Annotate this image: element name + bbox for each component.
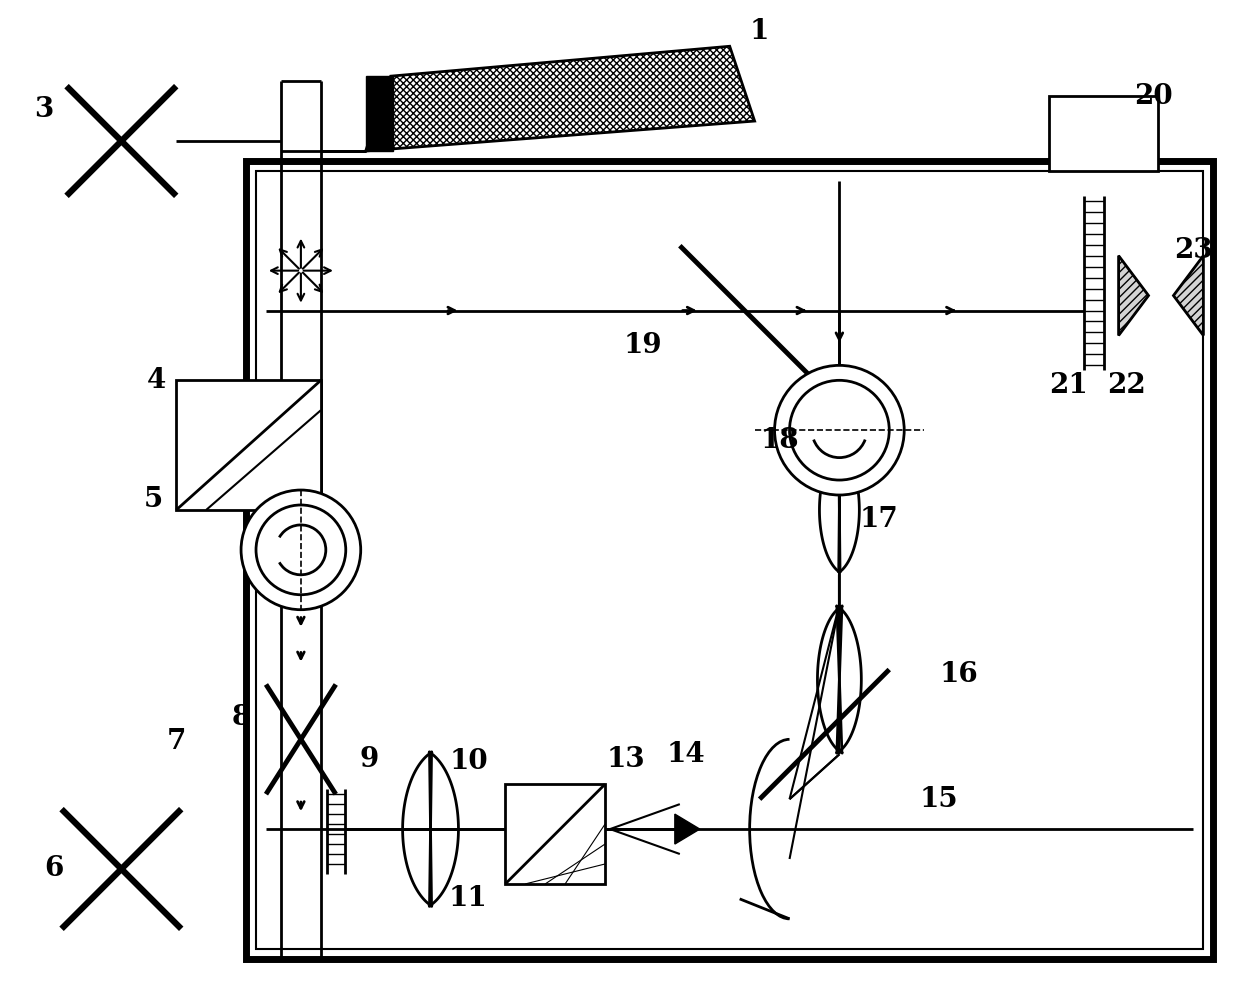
Circle shape — [775, 365, 904, 495]
Text: 21: 21 — [1049, 372, 1089, 399]
Polygon shape — [1173, 255, 1203, 335]
Text: 1: 1 — [750, 18, 769, 45]
Polygon shape — [675, 814, 699, 844]
Text: 20: 20 — [1135, 83, 1173, 110]
Polygon shape — [366, 76, 393, 151]
Text: 16: 16 — [940, 661, 978, 688]
Text: 14: 14 — [667, 741, 706, 767]
Bar — [506, 784, 605, 884]
Text: 22: 22 — [1107, 372, 1146, 399]
Text: 19: 19 — [624, 332, 662, 359]
Text: 13: 13 — [606, 746, 645, 772]
Text: 17: 17 — [859, 506, 899, 534]
Text: 10: 10 — [449, 748, 487, 774]
Text: 15: 15 — [920, 785, 959, 812]
Bar — [246, 161, 1214, 959]
Bar — [176, 380, 321, 510]
Text: 4: 4 — [146, 367, 166, 394]
Text: 9: 9 — [360, 746, 378, 772]
Text: 7: 7 — [166, 728, 186, 754]
Circle shape — [241, 490, 361, 610]
Bar — [1049, 96, 1158, 171]
Text: 11: 11 — [449, 885, 487, 912]
Polygon shape — [366, 46, 755, 151]
Bar — [255, 171, 1203, 949]
Circle shape — [790, 380, 889, 480]
Circle shape — [255, 505, 346, 595]
Text: 5: 5 — [144, 486, 162, 514]
Text: 6: 6 — [43, 855, 63, 882]
Text: 18: 18 — [760, 427, 799, 454]
Text: 8: 8 — [232, 704, 250, 731]
Text: 3: 3 — [33, 96, 53, 123]
Polygon shape — [1118, 255, 1148, 335]
Text: 23: 23 — [1174, 238, 1213, 264]
